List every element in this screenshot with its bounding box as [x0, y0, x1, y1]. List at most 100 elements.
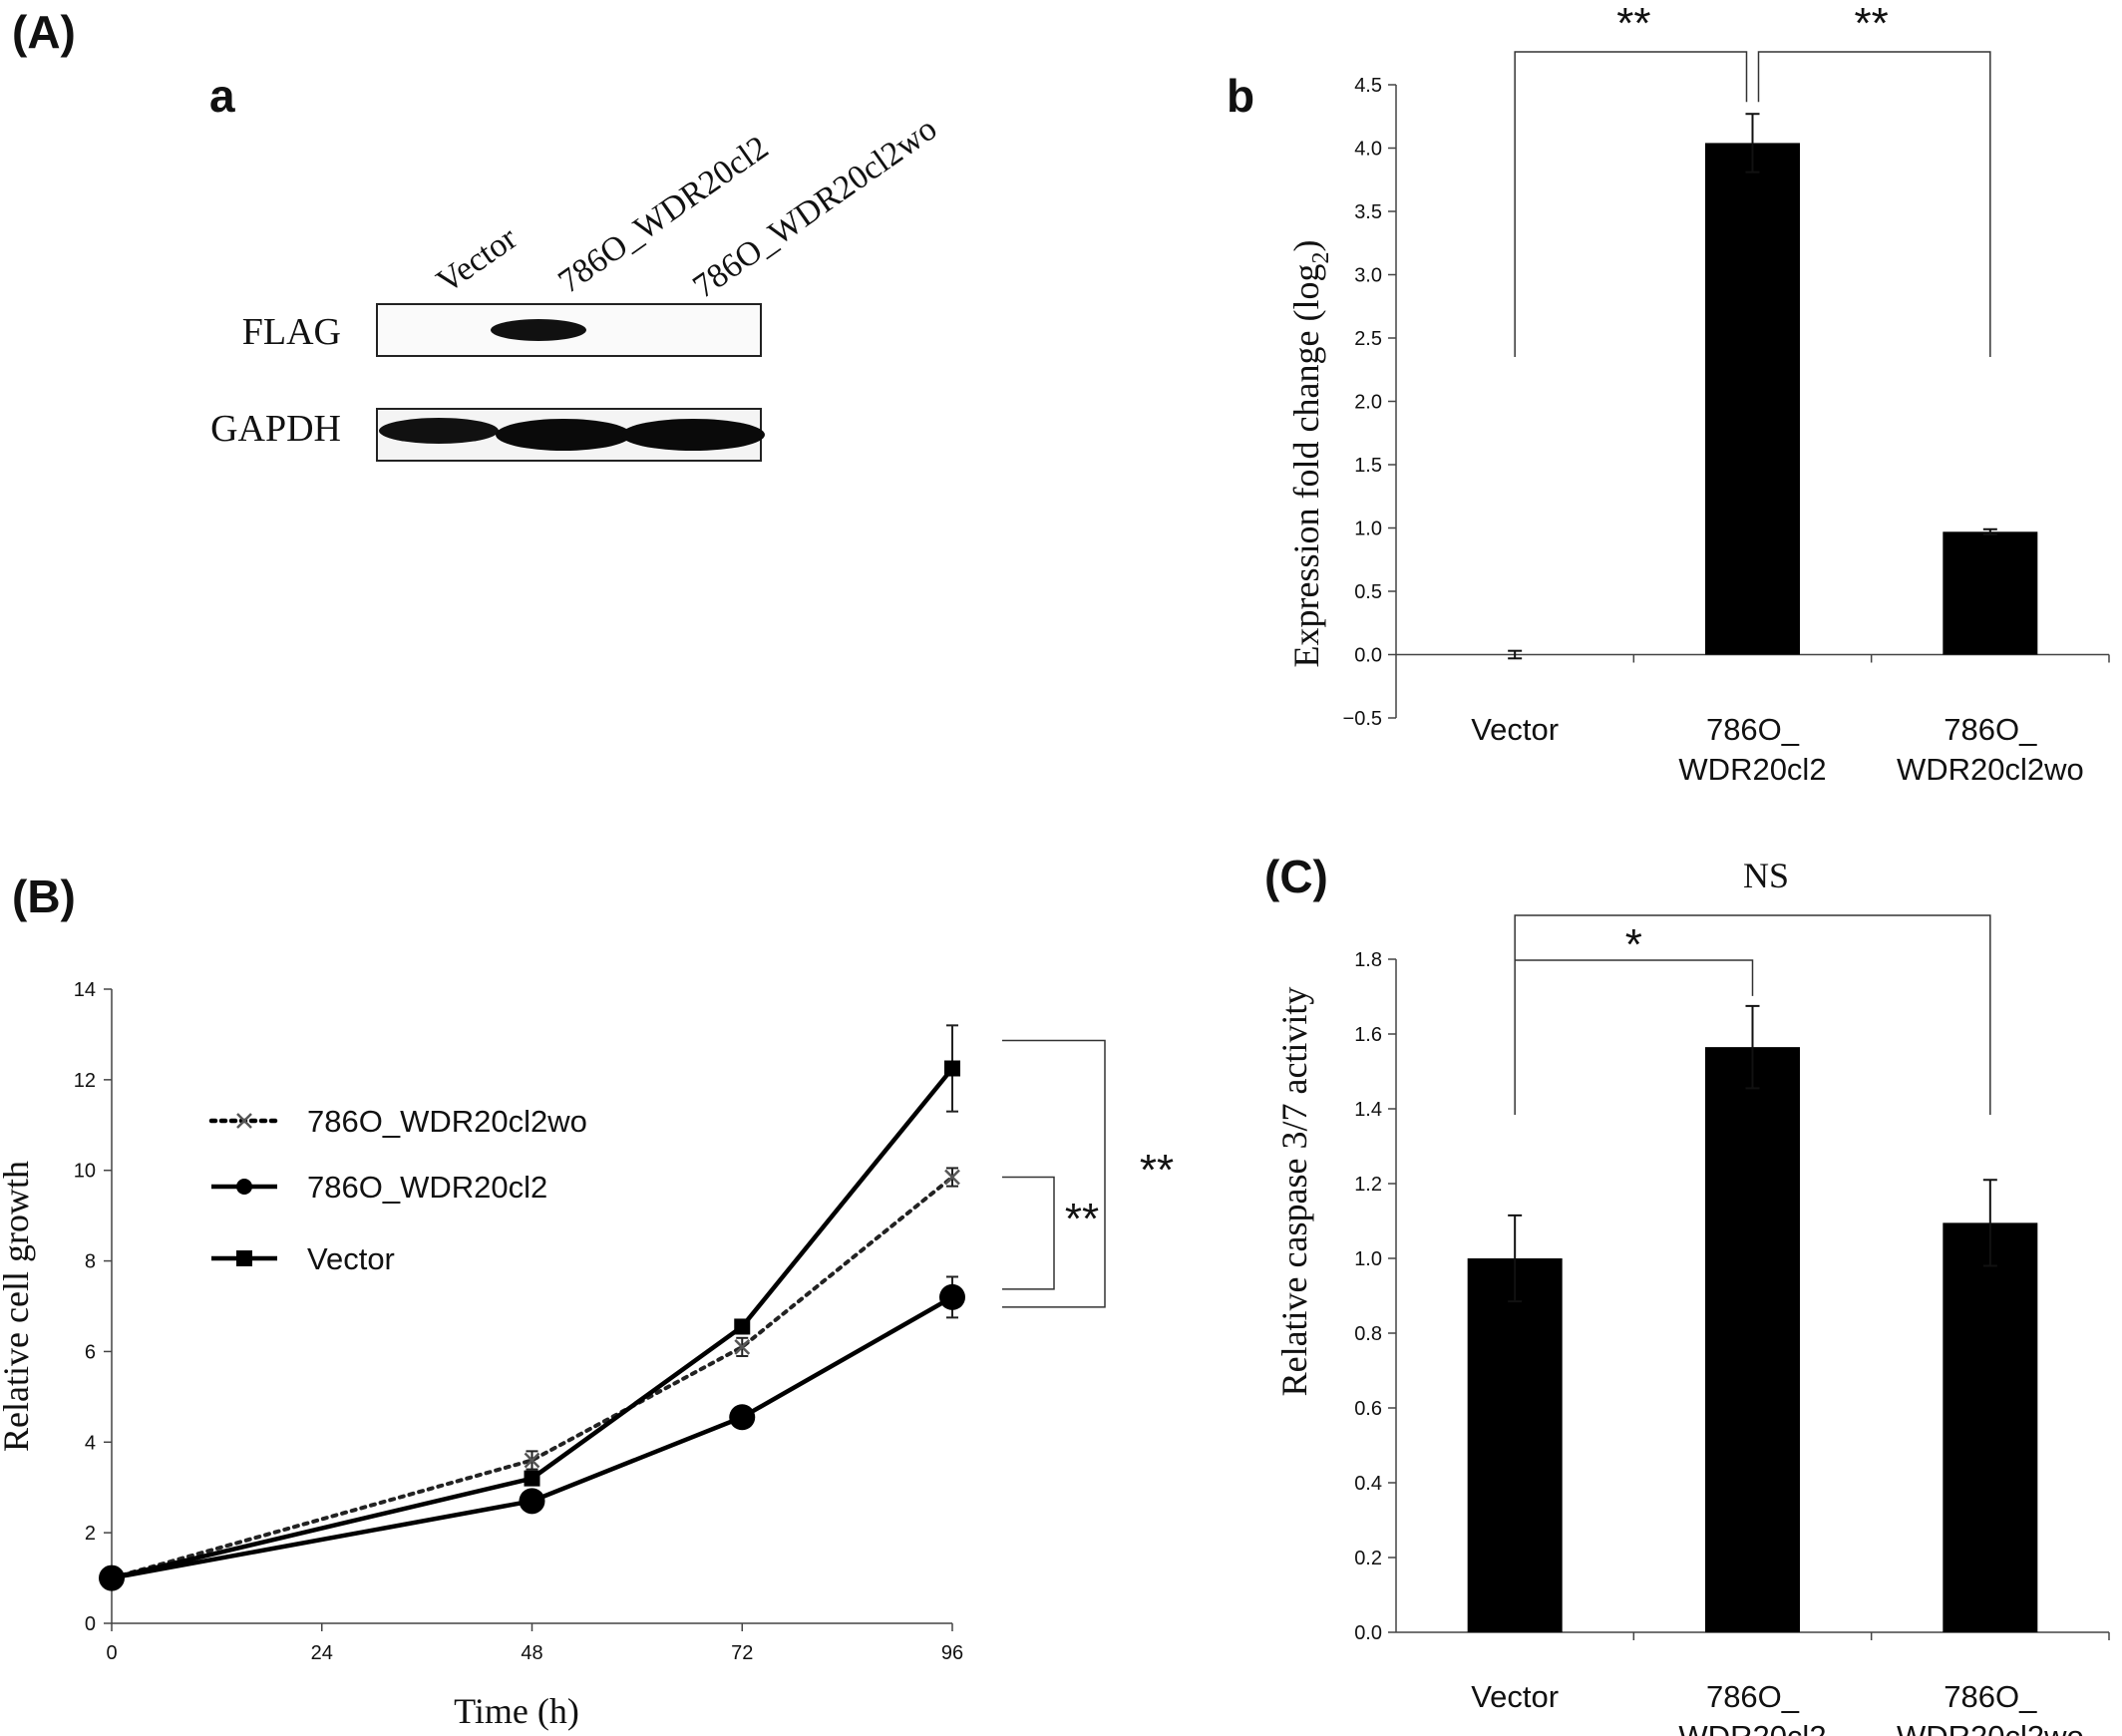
bar	[1705, 143, 1800, 655]
y-tick-label: 3.0	[1354, 265, 1382, 287]
blot-row-label-flag: FLAG	[242, 311, 341, 353]
series-line	[111, 1067, 954, 1580]
series-line	[110, 1175, 954, 1580]
y-tick-label: 3.5	[1354, 201, 1382, 223]
significance-bracket	[1757, 51, 1991, 357]
category-label: 786O_	[1944, 712, 2037, 747]
y-tick-label: 1.0	[1354, 519, 1382, 540]
y-tick-label: 2.0	[1354, 392, 1382, 414]
category-label: WDR20cl2	[1678, 1719, 1826, 1736]
blot-band-gapdh-vector	[379, 418, 499, 444]
bar	[1467, 1258, 1563, 1632]
data-point-x	[734, 1339, 751, 1355]
y-tick-label: 1.5	[1354, 455, 1382, 477]
chart-b-expression: Expression fold change (log2) −0.5 0.0 0.5…	[1286, 0, 2110, 787]
chart-C-caspase: NS Relative caspase 3/7 activity 0.0 0.2 0…	[1274, 856, 2110, 1736]
bar	[1943, 531, 2038, 655]
panel-label-a: a	[209, 70, 235, 122]
panel-label-B: (B)	[12, 870, 76, 922]
x-tick-label: 0	[106, 1642, 117, 1664]
y-tick-label: 0.5	[1354, 581, 1382, 603]
y-tick-label: 1.8	[1354, 949, 1382, 971]
category-label: WDR20cl2wo	[1897, 752, 2084, 787]
y-tick-label: 0.0	[1354, 645, 1382, 667]
y-tick-label: 14	[74, 979, 96, 1001]
blot-row-label-gapdh: GAPDH	[210, 408, 341, 450]
y-tick-label: 0.8	[1354, 1323, 1382, 1345]
y-tick-label: 1.4	[1354, 1099, 1382, 1121]
bar	[1705, 1047, 1800, 1632]
chart-B-xlabel: Time (h)	[454, 1691, 579, 1731]
data-point-x	[944, 1169, 960, 1186]
chart-B-ylabel: Relative cell growth	[0, 1161, 36, 1452]
lane-label-vector: Vector	[430, 219, 524, 301]
y-tick-label: 2	[85, 1523, 96, 1545]
chart-b-ylabel: Expression fold change (log2)	[1286, 240, 1334, 668]
significance-bracket	[1515, 959, 1754, 996]
panel-label-C: (C)	[1264, 851, 1328, 902]
data-point-square	[524, 1470, 540, 1487]
chart-C-ylabel: Relative caspase 3/7 activity	[1274, 987, 1314, 1397]
y-tick-label: 0.6	[1354, 1398, 1382, 1420]
data-point-square	[944, 1060, 960, 1077]
data-point-circle	[939, 1283, 965, 1310]
significance-bracket	[1514, 914, 1991, 1115]
category-label: Vector	[1471, 1679, 1559, 1714]
chart-B-growth: Time (h) Relative cell growth 0246810121…	[0, 979, 1174, 1731]
legend-label: Vector	[307, 1241, 395, 1276]
panel-label-b: b	[1227, 70, 1254, 122]
x-tick-label: 48	[521, 1642, 542, 1664]
significance-bracket	[1514, 51, 1748, 357]
legend-label: 786O_WDR20cl2	[307, 1170, 547, 1205]
blot-band-gapdh-wdr20cl2	[496, 419, 631, 451]
data-point-circle	[99, 1564, 125, 1591]
y-tick-label: 1.6	[1354, 1024, 1382, 1046]
y-tick-label: 2.5	[1354, 328, 1382, 350]
x-tick-label: 24	[311, 1642, 333, 1664]
y-tick-label: 1.0	[1354, 1248, 1382, 1270]
data-point-x	[236, 1113, 252, 1129]
western-blot: Vector 786O_WDR20cl2 786O_WDR20cl2wo FLA…	[210, 110, 943, 462]
significance-label: **	[1616, 0, 1650, 48]
y-tick-label: 0.4	[1354, 1473, 1382, 1495]
legend-label: 786O_WDR20cl2wo	[307, 1104, 587, 1139]
y-tick-label: 0	[85, 1613, 96, 1635]
y-tick-label: 0.0	[1354, 1622, 1382, 1644]
data-point-circle	[236, 1179, 252, 1195]
y-tick-label: −0.5	[1343, 708, 1382, 730]
category-label: 786O_	[1706, 1679, 1800, 1714]
category-label: 786O_	[1706, 712, 1800, 747]
y-tick-label: 12	[74, 1070, 96, 1092]
blot-band-gapdh-wdr20cl2wo	[621, 419, 765, 451]
bar	[1943, 1222, 2038, 1632]
series-line	[111, 1294, 954, 1580]
significance-label: **	[1065, 1195, 1099, 1243]
category-label: Vector	[1471, 712, 1559, 747]
y-tick-label: 4	[85, 1432, 96, 1454]
y-tick-label: 4.0	[1354, 139, 1382, 161]
data-point-circle	[519, 1488, 545, 1515]
significance-label: *	[1625, 920, 1642, 969]
y-tick-label: 10	[74, 1161, 96, 1183]
category-label: WDR20cl2wo	[1897, 1719, 2084, 1736]
panel-label-A: (A)	[12, 6, 76, 58]
data-point-x	[524, 1452, 540, 1469]
y-tick-label: 6	[85, 1341, 96, 1363]
chart-C-title-ns: NS	[1743, 856, 1789, 895]
significance-label: **	[1855, 0, 1889, 48]
x-tick-label: 96	[941, 1642, 963, 1664]
data-point-square	[734, 1318, 751, 1335]
data-point-circle	[729, 1404, 756, 1431]
x-tick-label: 72	[731, 1642, 753, 1664]
y-tick-label: 8	[85, 1251, 96, 1273]
significance-bracket	[1002, 1176, 1055, 1290]
significance-bracket	[1002, 1039, 1106, 1308]
category-label: WDR20cl2	[1678, 752, 1826, 787]
y-tick-label: 0.2	[1354, 1548, 1382, 1569]
blot-band-flag-wdr20cl2	[491, 319, 586, 341]
y-tick-label: 4.5	[1354, 75, 1382, 97]
data-point-square	[236, 1250, 252, 1266]
lane-label-wdr20cl2wo: 786O_WDR20cl2wo	[686, 110, 943, 305]
